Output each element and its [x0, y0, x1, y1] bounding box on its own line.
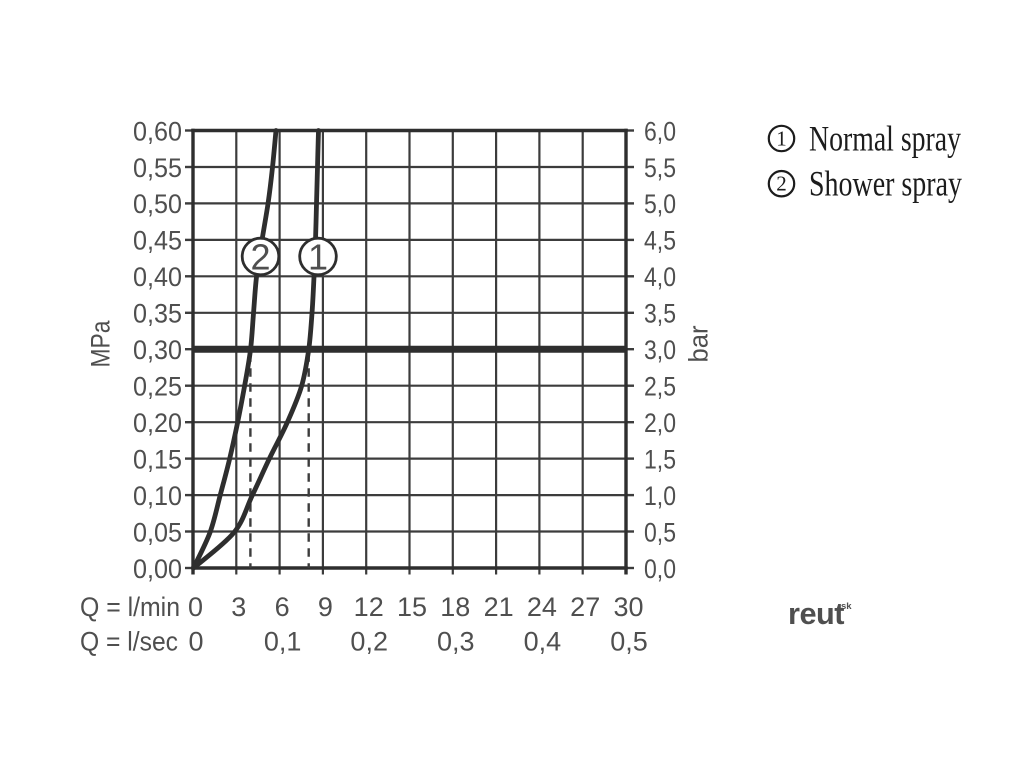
svg-text:21: 21: [484, 592, 514, 622]
svg-text:0,10: 0,10: [133, 481, 182, 511]
svg-text:27: 27: [570, 592, 600, 622]
svg-text:0,1: 0,1: [264, 627, 302, 657]
svg-text:0,15: 0,15: [133, 444, 182, 474]
svg-text:0,30: 0,30: [133, 335, 182, 365]
svg-text:9: 9: [318, 592, 333, 622]
svg-text:sk: sk: [841, 601, 852, 612]
svg-text:4,5: 4,5: [644, 226, 676, 256]
svg-text:reut: reut: [788, 597, 844, 631]
svg-text:30: 30: [613, 592, 643, 622]
svg-text:18: 18: [440, 592, 470, 622]
svg-text:5,5: 5,5: [644, 153, 676, 183]
svg-text:0,4: 0,4: [524, 627, 562, 657]
svg-text:0,3: 0,3: [437, 627, 475, 657]
svg-text:1: 1: [776, 127, 787, 151]
svg-text:15: 15: [397, 592, 427, 622]
svg-text:5,0: 5,0: [644, 189, 676, 219]
svg-text:0,25: 0,25: [133, 372, 182, 402]
svg-text:MPa: MPa: [86, 320, 116, 368]
svg-text:0: 0: [188, 627, 203, 657]
svg-text:1: 1: [308, 237, 328, 278]
svg-text:3,5: 3,5: [644, 299, 676, 329]
svg-text:0,45: 0,45: [133, 226, 182, 256]
svg-text:6: 6: [275, 592, 290, 622]
svg-text:2,5: 2,5: [644, 372, 676, 402]
svg-text:2: 2: [776, 172, 787, 196]
svg-text:0,5: 0,5: [644, 517, 676, 547]
svg-text:0,05: 0,05: [133, 517, 182, 547]
svg-text:0,60: 0,60: [133, 116, 182, 146]
svg-text:3,0: 3,0: [644, 335, 676, 365]
svg-text:0,50: 0,50: [133, 189, 182, 219]
svg-text:bar: bar: [684, 325, 714, 362]
svg-text:0,0: 0,0: [644, 554, 676, 584]
svg-text:Q = l/min: Q = l/min: [80, 592, 180, 622]
svg-text:0,2: 0,2: [350, 627, 388, 657]
svg-text:Shower spray: Shower spray: [809, 164, 962, 204]
svg-text:1,0: 1,0: [644, 481, 676, 511]
svg-text:0,00: 0,00: [133, 554, 182, 584]
svg-text:0,35: 0,35: [133, 299, 182, 329]
svg-text:12: 12: [354, 592, 384, 622]
svg-text:6,0: 6,0: [644, 116, 676, 146]
svg-text:0: 0: [188, 592, 203, 622]
svg-text:0,5: 0,5: [610, 627, 648, 657]
svg-text:1,5: 1,5: [644, 444, 676, 474]
svg-text:2,0: 2,0: [644, 408, 676, 438]
svg-text:Q = l/sec: Q = l/sec: [80, 627, 178, 657]
svg-text:Normal spray: Normal spray: [809, 119, 961, 159]
svg-text:0,55: 0,55: [133, 153, 182, 183]
svg-text:0,20: 0,20: [133, 408, 182, 438]
svg-text:4,0: 4,0: [644, 262, 676, 292]
svg-text:3: 3: [231, 592, 246, 622]
svg-text:2: 2: [250, 237, 270, 278]
svg-text:0,40: 0,40: [133, 262, 182, 292]
svg-text:24: 24: [527, 592, 557, 622]
